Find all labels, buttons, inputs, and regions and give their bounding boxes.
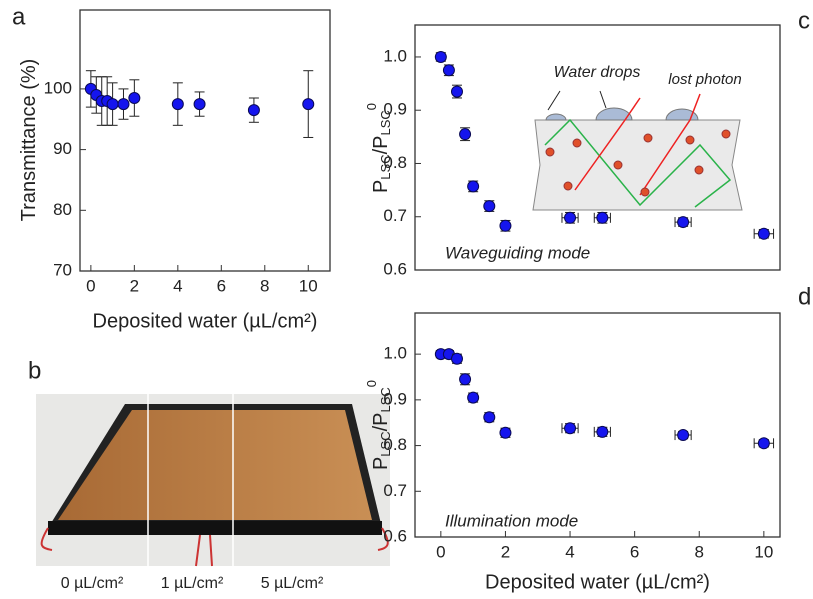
y-tick-label: 90: [53, 139, 72, 158]
point: [596, 425, 609, 438]
y-axis-label-part: LSC: [378, 154, 393, 179]
point: [128, 92, 141, 105]
x-tick-label: 4: [565, 542, 574, 561]
annotation: lost photon: [668, 71, 741, 88]
y-axis-label: Transmittance (%): [18, 59, 40, 222]
y-tick-label: 1.0: [383, 344, 407, 363]
y-axis-label-part: LSC: [378, 387, 393, 412]
x-tick-label: 6: [217, 276, 226, 295]
point: [459, 128, 472, 141]
y-axis-label-part: 0: [364, 103, 379, 110]
x-tick-label: 6: [630, 542, 639, 561]
inset-diagram: [532, 90, 743, 211]
panel-surface: [58, 410, 372, 520]
wires: [40, 527, 389, 567]
point: [564, 211, 577, 224]
point: [302, 98, 315, 111]
point: [757, 437, 770, 450]
y-tick-label: 1.0: [383, 46, 407, 65]
panel-label: d: [798, 283, 811, 310]
point: [499, 426, 512, 439]
y-tick-label: 0.9: [383, 100, 407, 119]
y-tick-label: 80: [53, 200, 72, 219]
point: [596, 211, 609, 224]
point: [450, 352, 463, 365]
x-tick-label: 4: [173, 276, 182, 295]
x-tick-label: 2: [130, 276, 139, 295]
point: [564, 422, 577, 435]
panel-label: c: [798, 7, 810, 34]
plot-frame: [79, 9, 331, 272]
y-axis-label-part: /P: [370, 135, 392, 154]
y-tick-label: 0.6: [383, 526, 407, 545]
y-tick-label: 0.6: [383, 259, 407, 278]
point: [677, 216, 690, 229]
x-tick-label: 2: [501, 542, 510, 561]
y-axis-label: PLSC/PLSC0: [364, 103, 393, 193]
red-ray: [574, 93, 701, 196]
point: [459, 373, 472, 386]
y-axis-label-part: LSC: [378, 431, 393, 456]
y-tick-label: 100: [44, 78, 72, 97]
point: [450, 85, 463, 98]
x-axis-label: Deposited water (µL/cm²): [93, 310, 318, 332]
y-tick-label: 0.7: [383, 481, 407, 500]
y-tick-label: 0.7: [383, 206, 407, 225]
point: [247, 104, 260, 117]
y-axis-label-part: LSC: [378, 110, 393, 135]
y-axis-label: PLSC/PLSC0: [364, 380, 393, 470]
point: [483, 411, 496, 424]
point: [757, 227, 770, 240]
panel-label: a: [12, 3, 26, 30]
point: [434, 50, 447, 63]
plot-frame: [414, 24, 781, 271]
y-tick-label: 0.8: [383, 153, 407, 172]
annotation: Water drops: [554, 64, 641, 81]
water-drops: [545, 107, 699, 121]
y-axis-label-part: P: [370, 180, 392, 193]
y-tick-label: 0.8: [383, 435, 407, 454]
photo-label: 1 µL/cm²: [161, 575, 224, 592]
point: [499, 219, 512, 232]
x-tick-label: 8: [260, 276, 269, 295]
particles: [545, 129, 731, 197]
x-tick-label: 8: [695, 542, 704, 561]
point: [193, 98, 206, 111]
x-tick-label: 10: [299, 276, 318, 295]
point: [106, 98, 119, 111]
point: [467, 391, 480, 404]
point: [171, 98, 184, 111]
panel-edge: [48, 521, 382, 535]
y-axis-label-part: P: [370, 457, 392, 470]
annotation: Waveguiding mode: [445, 243, 590, 262]
y-tick-label: 0.9: [383, 389, 407, 408]
y-tick-label: 70: [53, 260, 72, 279]
photo-label: 5 µL/cm²: [261, 575, 324, 592]
x-tick-label: 0: [86, 276, 95, 295]
point: [483, 200, 496, 213]
photo: [36, 394, 390, 567]
slab: [532, 119, 743, 211]
point: [467, 180, 480, 193]
panel-label: b: [28, 357, 41, 384]
point: [677, 429, 690, 442]
y-axis-label-part: Transmittance (%): [18, 59, 40, 222]
photo-label: 0 µL/cm²: [61, 575, 124, 592]
annotation: Illumination mode: [445, 511, 578, 530]
y-axis-label-part: 0: [364, 380, 379, 387]
plot-frame: [414, 312, 781, 538]
x-tick-label: 10: [754, 542, 773, 561]
x-axis-label: Deposited water (µL/cm²): [485, 571, 710, 593]
y-axis-label-part: /P: [370, 412, 392, 431]
point: [442, 64, 455, 77]
x-tick-label: 0: [436, 542, 445, 561]
pointer: [547, 90, 607, 111]
green-ray: [544, 118, 732, 208]
point: [117, 98, 130, 111]
